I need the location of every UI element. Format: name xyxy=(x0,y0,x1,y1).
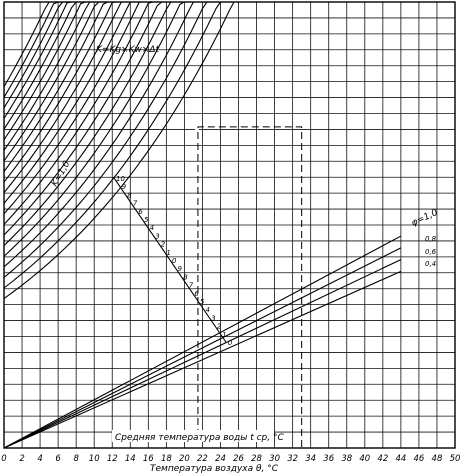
k-curve xyxy=(3,1,108,172)
k-scale-tick: 1 xyxy=(222,331,226,339)
example-dashed-path xyxy=(197,126,303,448)
x-tick-label: 4 xyxy=(37,454,42,464)
box-corner-mask xyxy=(194,125,199,138)
x-tick-label: 12 xyxy=(107,454,118,464)
k-curve xyxy=(3,1,122,194)
k-scale-tick: 9 xyxy=(178,265,183,273)
k-curve xyxy=(3,1,64,109)
k-scale-tick: 7 xyxy=(189,282,194,290)
k-curve xyxy=(3,1,208,278)
phi-line xyxy=(3,259,402,449)
x-tick-label: 40 xyxy=(359,454,370,464)
k-scale-tick: 3 xyxy=(155,232,159,240)
inner-xlabel: Средняя температура воды t ср, °C xyxy=(115,433,284,443)
phi-line xyxy=(3,235,402,449)
phi-label-04: 0,4 xyxy=(425,260,436,268)
k-curve xyxy=(3,1,72,119)
formula-label: K=Kg×Kw×Δt xyxy=(96,45,160,55)
x-tick-label: 22 xyxy=(197,454,208,464)
plot-frame xyxy=(3,1,456,449)
x-tick-label: 24 xyxy=(215,454,226,464)
x-tick-label: 46 xyxy=(414,454,425,464)
grid xyxy=(3,2,456,448)
k-curve xyxy=(3,1,194,268)
x-tick-label: 20 xyxy=(179,454,190,464)
k-scale-tick: 2 xyxy=(161,241,166,249)
k-scale-tick: 9 xyxy=(122,183,127,191)
x-tick-label: 26 xyxy=(233,454,244,464)
x-tick-labels: 0 2 4 6 8 10 12 14 16 18 20 22 24 26 28 30 32 34 36 38 40 42 4… xyxy=(1,454,460,464)
k-curve xyxy=(3,1,117,183)
k-scale-tick: 4 xyxy=(150,224,154,232)
k-scale-tick: 8 xyxy=(183,273,188,281)
k-scale-tick: 8 xyxy=(127,191,132,199)
x-axis-label: Температура воздуха θ, °C xyxy=(150,464,279,474)
phi-label: φ=1,0 xyxy=(410,208,440,229)
example-box xyxy=(194,125,303,448)
k-curve xyxy=(3,1,172,246)
x-tick-label: 10 xyxy=(89,454,100,464)
k-curve xyxy=(3,1,91,151)
k-curve xyxy=(3,1,50,87)
k-scale-tick: 1 xyxy=(166,249,170,257)
k-curves xyxy=(3,1,235,300)
k-curve xyxy=(3,1,185,257)
x-tick-label: 48 xyxy=(432,454,443,464)
x-tick-label: 44 xyxy=(395,454,406,464)
k-scale-line xyxy=(113,177,227,343)
x-tick-label: 16 xyxy=(143,454,154,464)
k-scale-tick: 2 xyxy=(217,323,222,331)
x-tick-label: 36 xyxy=(323,454,334,464)
inner-xlabel-bg xyxy=(112,430,274,442)
x-tick-label: 50 xyxy=(450,454,460,464)
k-scale-tick: 10 xyxy=(116,175,125,183)
x-tick-label: 8 xyxy=(73,454,79,464)
x-tick-label: 32 xyxy=(287,454,298,464)
k-curve xyxy=(3,1,221,289)
k-curve xyxy=(3,1,100,162)
k-scale-label: K=1,0 xyxy=(50,159,73,188)
k-scale-tick: 3 xyxy=(211,314,215,322)
phi-lines xyxy=(3,235,402,449)
k-curve xyxy=(3,1,77,130)
k-curve xyxy=(3,1,163,236)
x-tick-label: 14 xyxy=(125,454,136,464)
k-scale-tick: 4 xyxy=(206,306,210,314)
x-tick-label: 2 xyxy=(19,454,24,464)
x-tick-label: 0 xyxy=(1,454,6,464)
k-scale-tick: 6 xyxy=(138,208,143,216)
x-tick-label: 28 xyxy=(251,454,262,464)
k-scale-tick: 0 xyxy=(172,257,177,265)
x-tick-label: 30 xyxy=(269,454,280,464)
k-curve xyxy=(3,1,86,141)
x-tick-label: 34 xyxy=(305,454,316,464)
k-scale-tick: 6 xyxy=(194,290,199,298)
phi-line xyxy=(3,270,402,449)
k-scale-tick: 0 xyxy=(228,339,233,347)
k-curve xyxy=(3,1,59,98)
x-tick-label: 42 xyxy=(377,454,388,464)
k-curve xyxy=(3,1,153,225)
k-scale-tick: 7 xyxy=(133,200,138,208)
k-curve xyxy=(3,1,131,204)
k-scale-tick: 5 xyxy=(144,216,149,224)
x-tick-label: 6 xyxy=(55,454,61,464)
k-curve xyxy=(3,1,140,215)
phi-label-08: 0,8 xyxy=(425,235,437,243)
k-scale-tick: 5 xyxy=(200,298,205,306)
k-curve xyxy=(3,1,235,300)
phi-label-06: 0,6 xyxy=(425,248,437,256)
x-tick-label: 38 xyxy=(341,454,352,464)
x-tick-label: 18 xyxy=(161,454,172,464)
phi-line xyxy=(3,247,402,449)
